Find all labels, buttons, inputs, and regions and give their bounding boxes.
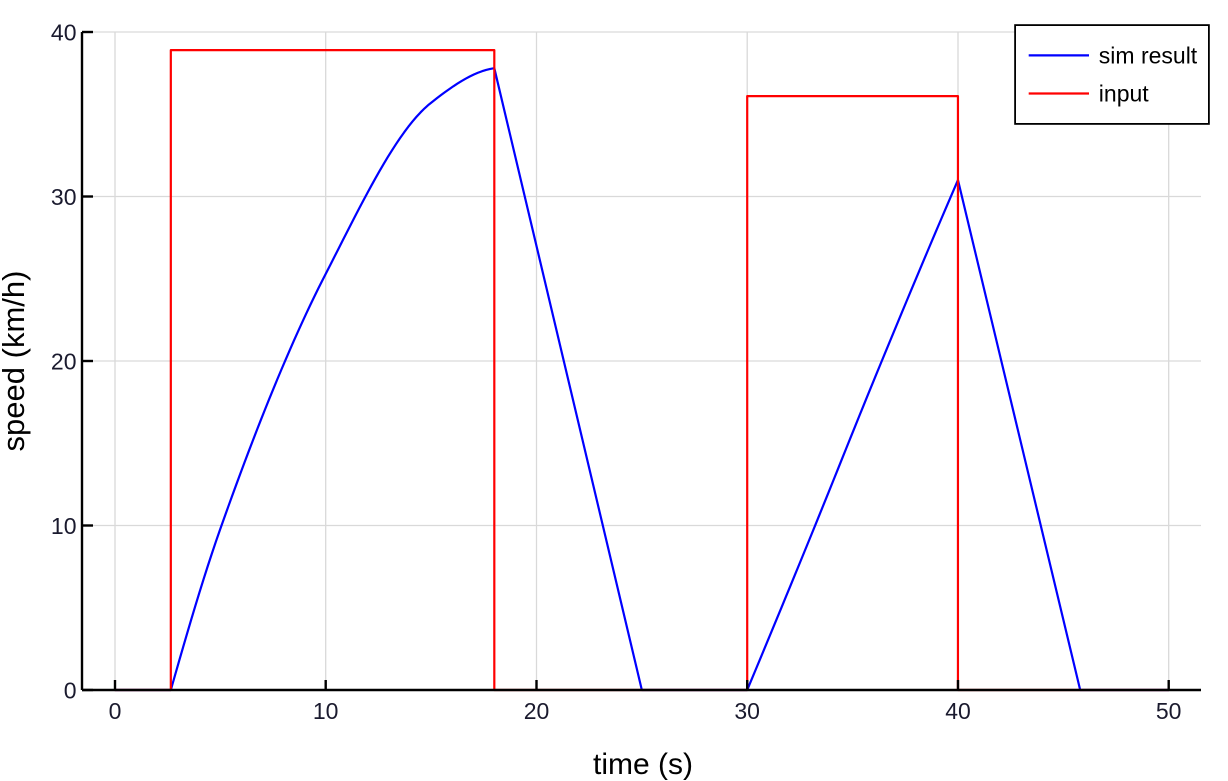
svg-text:50: 50 [1156,698,1182,724]
svg-text:speed (km/h): speed (km/h) [0,271,31,452]
svg-text:0: 0 [64,678,77,704]
svg-text:time (s): time (s) [593,748,693,781]
svg-text:30: 30 [51,184,77,210]
svg-text:sim result: sim result [1099,43,1198,69]
svg-text:input: input [1099,81,1149,107]
svg-text:40: 40 [945,698,971,724]
svg-text:30: 30 [734,698,760,724]
svg-text:10: 10 [51,513,77,539]
svg-text:10: 10 [313,698,339,724]
svg-text:40: 40 [51,20,77,46]
svg-text:0: 0 [109,698,122,724]
svg-text:20: 20 [51,349,77,375]
svg-text:20: 20 [524,698,550,724]
